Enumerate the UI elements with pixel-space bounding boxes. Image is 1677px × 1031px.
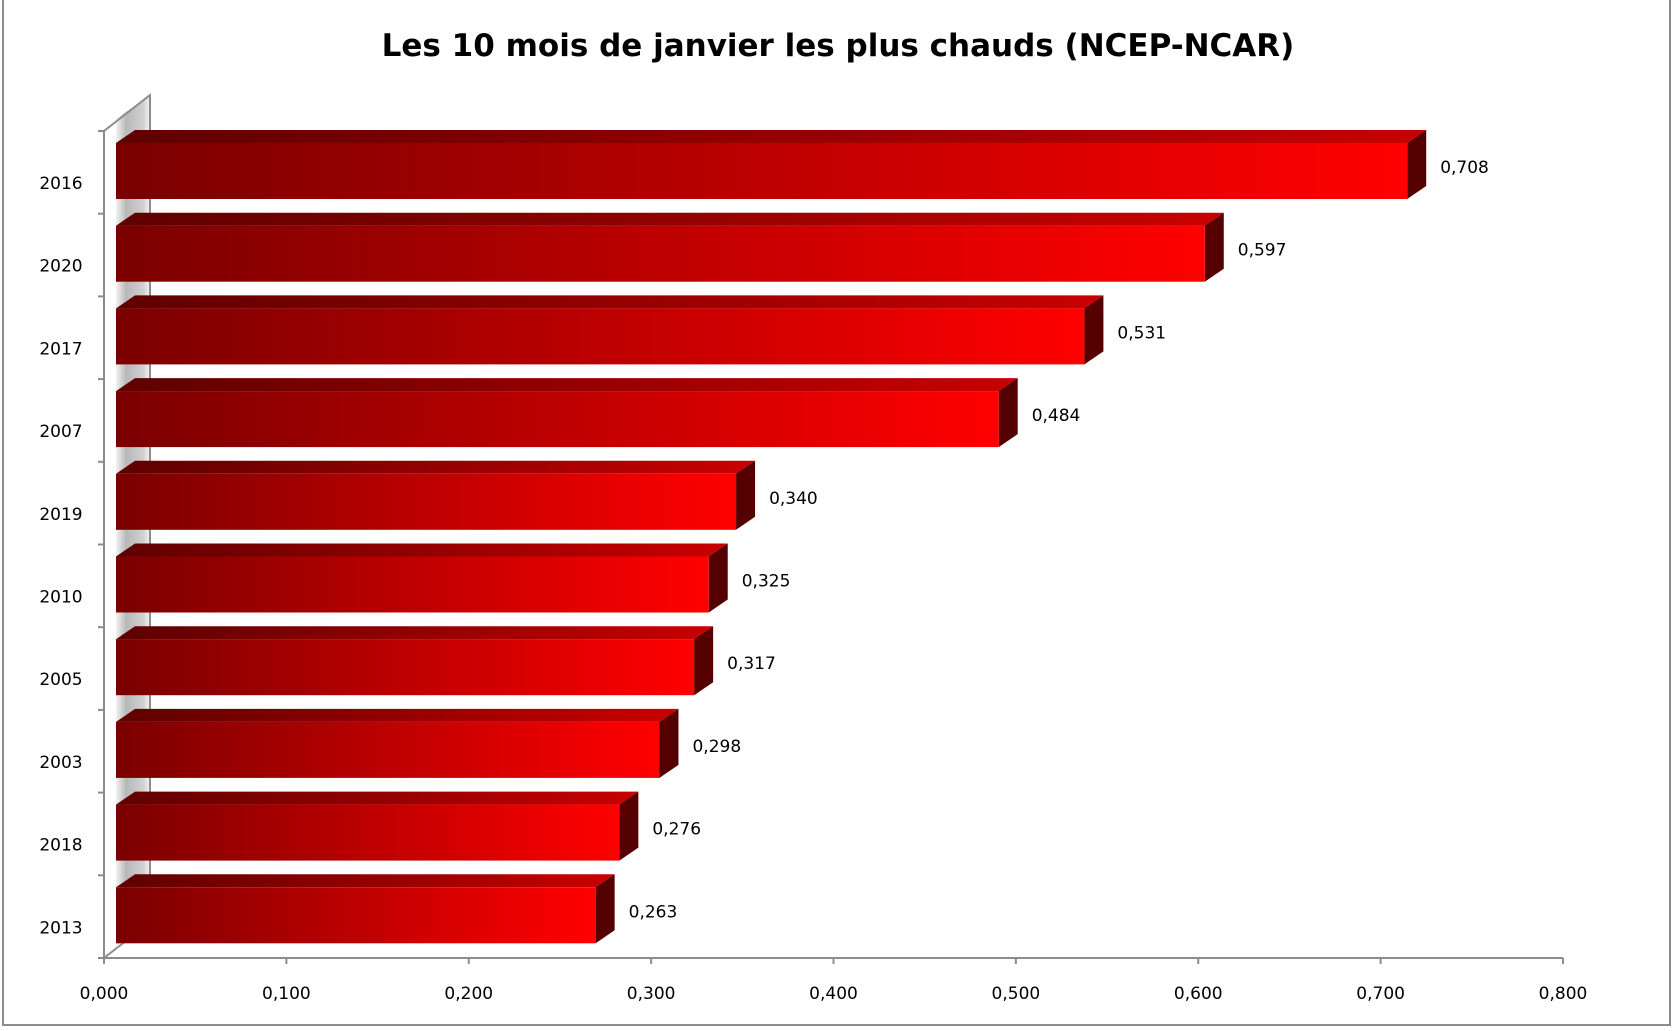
y-tick-label: 2020	[39, 257, 82, 277]
bar-front-face	[116, 143, 1408, 199]
bar-2010: 0,325	[116, 543, 791, 613]
data-label: 0,484	[1032, 406, 1081, 426]
y-tick-label: 2016	[39, 174, 82, 194]
y-tick-label: 2003	[39, 753, 82, 773]
x-tick-label: 0,200	[444, 984, 493, 1004]
bar-top-face	[116, 460, 756, 474]
bar-front-face	[116, 308, 1085, 365]
bar-2019: 0,340	[116, 460, 818, 530]
bar-top-face	[116, 543, 728, 557]
bar-top-face	[116, 212, 1224, 226]
data-label: 0,276	[652, 820, 701, 840]
bar-2017: 0,531	[116, 295, 1166, 365]
bar-side-face	[998, 378, 1018, 448]
bar-front-face	[116, 225, 1205, 282]
bar-2018: 0,276	[116, 791, 701, 861]
chart-title: Les 10 mois de janvier les plus chauds (…	[382, 28, 1295, 64]
y-tick-label: 2019	[39, 505, 82, 525]
x-tick-label: 0,600	[1174, 984, 1223, 1004]
bar-top-face	[116, 295, 1104, 309]
bar-side-face	[1084, 295, 1104, 365]
bar-side-face	[1407, 130, 1427, 199]
x-tick-label: 0,100	[262, 984, 311, 1004]
bar-top-face	[116, 708, 679, 722]
y-tick-label: 2018	[39, 836, 82, 856]
bar-front-face	[116, 473, 737, 530]
y-tick-label: 2005	[39, 670, 82, 690]
bar-front-face	[116, 639, 695, 696]
x-tick-label: 0,300	[627, 984, 676, 1004]
data-label: 0,317	[727, 654, 776, 674]
bar-2020: 0,597	[116, 212, 1287, 282]
bar-top-face	[116, 791, 639, 805]
bar-front-face	[116, 804, 620, 861]
bar-side-face	[1204, 212, 1224, 282]
bar-top-face	[116, 130, 1427, 143]
bar-side-face	[708, 543, 728, 613]
x-tick-label: 0,500	[992, 984, 1041, 1004]
bar-2007: 0,484	[116, 378, 1081, 448]
bar-2016: 0,708	[116, 130, 1489, 199]
bar-side-face	[694, 626, 714, 696]
data-label: 0,325	[742, 572, 791, 592]
bar-side-face	[619, 791, 639, 861]
bar-2005: 0,317	[116, 626, 776, 696]
bar-front-face	[116, 721, 660, 778]
y-tick-label: 2010	[39, 588, 82, 608]
data-label: 0,298	[692, 737, 741, 757]
bar-side-face	[736, 460, 756, 530]
bar-side-face	[659, 708, 679, 778]
bar-top-face	[116, 626, 714, 640]
data-label: 0,597	[1238, 241, 1287, 261]
x-tick-label: 0,400	[809, 984, 858, 1004]
bar-2013: 0,263	[116, 874, 678, 944]
y-tick-label: 2013	[39, 918, 82, 938]
x-tick-label: 0,800	[1539, 984, 1588, 1004]
data-label: 0,708	[1440, 158, 1489, 178]
y-tick-label: 2007	[39, 422, 82, 442]
bar-top-face	[116, 874, 615, 888]
bar-front-face	[116, 887, 596, 944]
bar-2003: 0,298	[116, 708, 741, 778]
bar-top-face	[116, 378, 1018, 392]
x-tick-label: 0,000	[80, 984, 129, 1004]
bar-front-face	[116, 556, 709, 613]
data-label: 0,340	[769, 489, 818, 509]
bar-side-face	[595, 874, 615, 944]
data-label: 0,531	[1117, 323, 1166, 343]
bar-front-face	[116, 391, 999, 448]
y-tick-label: 2017	[39, 339, 82, 359]
x-tick-label: 0,700	[1356, 984, 1405, 1004]
data-label: 0,263	[629, 902, 678, 922]
